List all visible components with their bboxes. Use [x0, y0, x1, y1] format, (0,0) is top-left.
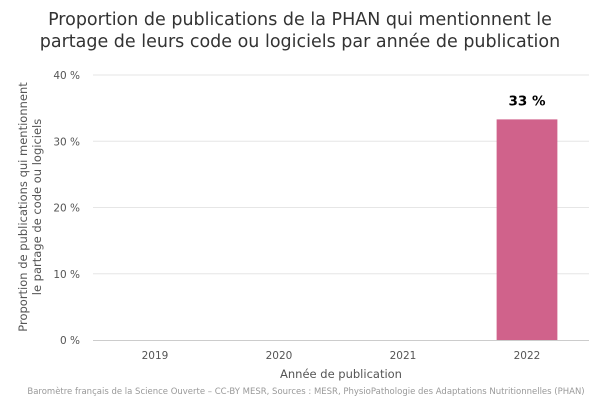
y-tick-label: 0 % — [60, 335, 80, 347]
y-tick-label: 20 % — [53, 203, 80, 215]
x-tick-label: 2019 — [142, 350, 169, 362]
y-axis-title-line-1: Proportion de publications qui mentionne… — [16, 82, 30, 332]
chart-title-line-2: partage de leurs code ou logiciels par a… — [40, 32, 560, 52]
y-tick-label: 30 % — [53, 136, 80, 148]
y-axis-title-line-2: le partage de code ou logiciels — [30, 119, 44, 296]
bars — [496, 119, 558, 340]
y-axis-ticks: 0 % 10 % 20 % 30 % 40 % — [53, 70, 80, 347]
x-axis-ticks: 2019 2020 2021 2022 — [142, 350, 541, 362]
y-tick-label: 10 % — [53, 269, 80, 281]
data-label-2022: 33 % — [508, 93, 545, 109]
y-tick-label: 40 % — [53, 70, 80, 82]
x-tick-label: 2021 — [390, 350, 417, 362]
chart-credits: Baromètre français de la Science Ouverte… — [27, 386, 584, 397]
x-tick-label: 2020 — [266, 350, 293, 362]
x-tick-label: 2022 — [514, 350, 541, 362]
chart-title-line-1: Proportion de publications de la PHAN qu… — [48, 10, 552, 30]
data-labels: 33 % — [508, 93, 545, 109]
bar-2022 — [496, 119, 558, 340]
x-axis-title: Année de publication — [280, 367, 402, 381]
